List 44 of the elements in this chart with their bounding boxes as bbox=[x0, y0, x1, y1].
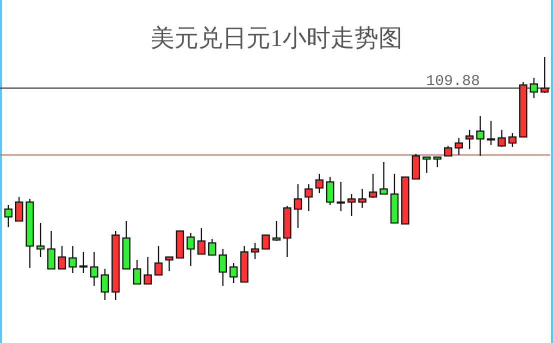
candlestick bbox=[508, 132, 517, 148]
candlestick bbox=[250, 242, 260, 260]
candlestick bbox=[14, 196, 24, 222]
candlestick bbox=[68, 245, 77, 274]
candlestick bbox=[47, 230, 56, 270]
candlestick bbox=[144, 256, 152, 285]
candlestick bbox=[79, 251, 88, 274]
candlestick bbox=[530, 77, 538, 99]
candlestick bbox=[154, 245, 163, 276]
candlestick bbox=[422, 156, 431, 174]
candlestick bbox=[186, 232, 195, 267]
candlestick bbox=[347, 193, 356, 217]
candlestick bbox=[498, 129, 506, 148]
candlestick bbox=[294, 183, 302, 229]
candlestick bbox=[4, 204, 12, 228]
candlestick bbox=[272, 220, 281, 242]
candlestick bbox=[540, 56, 549, 94]
candlestick bbox=[454, 137, 463, 156]
candlestick bbox=[486, 120, 496, 146]
candlestick bbox=[165, 256, 174, 272]
candlestick bbox=[262, 234, 270, 250]
candlestick bbox=[326, 176, 334, 206]
candlestick bbox=[444, 145, 452, 156]
candlestick bbox=[90, 251, 98, 287]
candlestick bbox=[218, 248, 227, 287]
candlestick bbox=[368, 173, 378, 199]
candlestick bbox=[433, 156, 442, 168]
candlestick bbox=[36, 222, 45, 258]
candlestick bbox=[358, 188, 366, 209]
chart-title: 美元兑日元1小时走势图 bbox=[150, 25, 402, 52]
candlestick bbox=[336, 181, 345, 212]
candlestick bbox=[304, 183, 313, 212]
annotation: 109.88 bbox=[426, 73, 480, 90]
candlestick bbox=[197, 227, 206, 255]
candlestick bbox=[132, 259, 142, 285]
candlestick bbox=[230, 262, 238, 284]
candlestick bbox=[412, 153, 420, 180]
candlestick bbox=[315, 173, 324, 194]
candlestick bbox=[208, 238, 216, 256]
candlestick bbox=[100, 268, 109, 301]
candlestick bbox=[476, 115, 484, 156]
candlestick bbox=[465, 129, 474, 150]
candlestick bbox=[380, 161, 388, 195]
candlestick bbox=[58, 245, 66, 270]
